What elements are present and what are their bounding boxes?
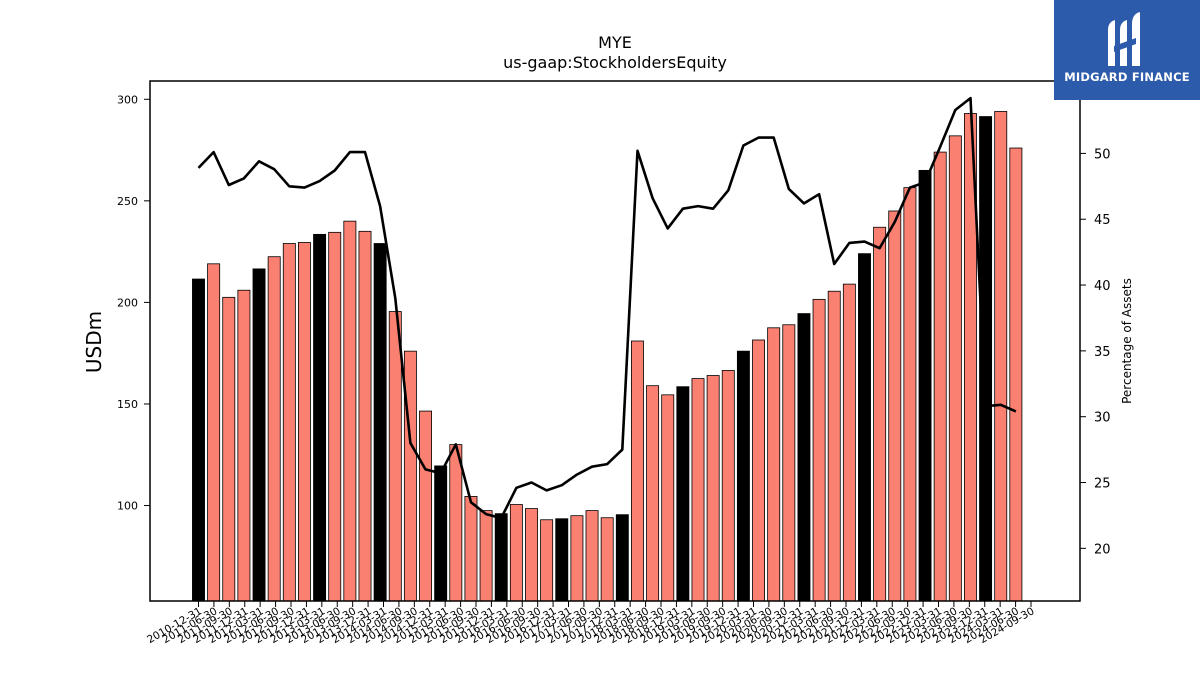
bar-2015-03-31 [449,444,463,602]
x-axis-ticks: 2010-12-312011-06-302011-09-302011-12-31… [145,601,1037,646]
bar-2022-03-31 [873,226,887,602]
midgard-finance-logo: MIDGARD FINANCE [1054,0,1200,100]
bar-2019-06-30 [706,375,720,602]
bar-2013-06-30 [343,220,357,602]
bar-2014-09-30 [419,410,432,602]
bar-2014-06-30 [403,350,417,602]
bar-2021-03-31 [812,298,826,602]
y-tick-label: 150 [117,398,138,411]
bar-2019-09-30 [721,370,735,602]
chart-subtitle: us-gaap:StockholdersEquity [503,53,727,72]
bar-2023-12-31 [979,116,993,602]
bar-2020-09-30 [782,324,796,602]
y-tick-label: 300 [117,93,138,106]
y2-axis-label: Percentage of Assets [1120,278,1134,404]
bar-2013-09-30 [358,230,372,602]
bar-2016-09-30 [540,519,554,602]
bar-2011-03-31 [207,263,221,602]
bar-2012-06-30 [282,243,296,602]
bar-2020-03-31 [752,339,765,602]
bar-2022-09-30 [903,187,917,602]
y2-tick-label: 40 [1094,279,1111,294]
bar-2010-12-31 [192,278,205,602]
bar-2015-06-30 [464,495,478,602]
bar-2022-06-30 [888,210,902,602]
bar-2017-03-31 [570,515,584,602]
bar-2024-06-30 [1009,147,1023,602]
bar-2024-03-31 [994,111,1008,602]
midgard-logo-icon [1108,12,1140,66]
bar-2023-03-31 [933,151,947,602]
bar-2015-12-31 [494,513,508,602]
y2-tick-label: 50 [1094,147,1111,162]
bar-2017-06-30 [585,510,599,602]
bar-2013-03-31 [328,231,342,602]
y2-tick-label: 20 [1094,542,1111,557]
bar-2018-06-30 [646,385,660,602]
bar-2014-12-31 [434,465,448,602]
y2-tick-label: 25 [1094,477,1111,492]
bar-2016-12-31 [555,518,569,602]
bar-2019-03-31 [691,378,705,602]
bar-2011-06-30 [222,296,236,602]
y-axis-label: USDm [82,311,106,373]
y2-tick-label: 45 [1094,213,1111,228]
bar-2022-12-31 [918,169,932,602]
y-tick-label: 200 [117,296,138,309]
bar-2017-12-31 [615,514,629,602]
bar-2021-09-30 [842,283,856,602]
y-tick-label: 250 [117,195,138,208]
bar-2012-03-31 [267,256,281,602]
bar-2013-12-31 [373,243,387,602]
bar-2012-12-31 [313,233,327,602]
bar-2017-09-30 [600,517,614,602]
bar-2021-12-31 [858,253,871,602]
bar-2011-12-31 [252,268,266,602]
bar-2020-12-31 [797,313,811,602]
bar-2018-12-31 [676,386,690,602]
y-tick-label: 100 [117,500,138,513]
bar-2018-03-31 [631,340,644,602]
bar-2011-09-30 [237,289,251,602]
percentage-of-assets-line [197,96,1017,520]
y-axis-ticks: 100 150 200 250 300 [117,93,150,513]
bar-2012-09-30 [297,242,311,602]
y2-tick-label: 30 [1094,411,1111,426]
bar-2016-06-30 [525,508,538,602]
bar-2014-03-31 [388,311,402,602]
bar-2015-09-30 [479,510,493,602]
bar-2018-09-30 [661,394,675,602]
bar-2021-06-30 [827,290,841,602]
bar-2023-06-30 [948,135,962,602]
bar-series [192,111,1023,602]
bar-2016-03-31 [509,504,523,602]
logo-text: MIDGARD FINANCE [1064,70,1190,84]
chart-title: MYE [598,33,632,52]
bar-2020-06-30 [767,327,781,602]
bar-2019-12-31 [736,350,750,602]
y2-tick-label: 35 [1094,345,1111,360]
y2-axis-ticks: 20 25 30 35 40 45 50 [1080,147,1111,557]
